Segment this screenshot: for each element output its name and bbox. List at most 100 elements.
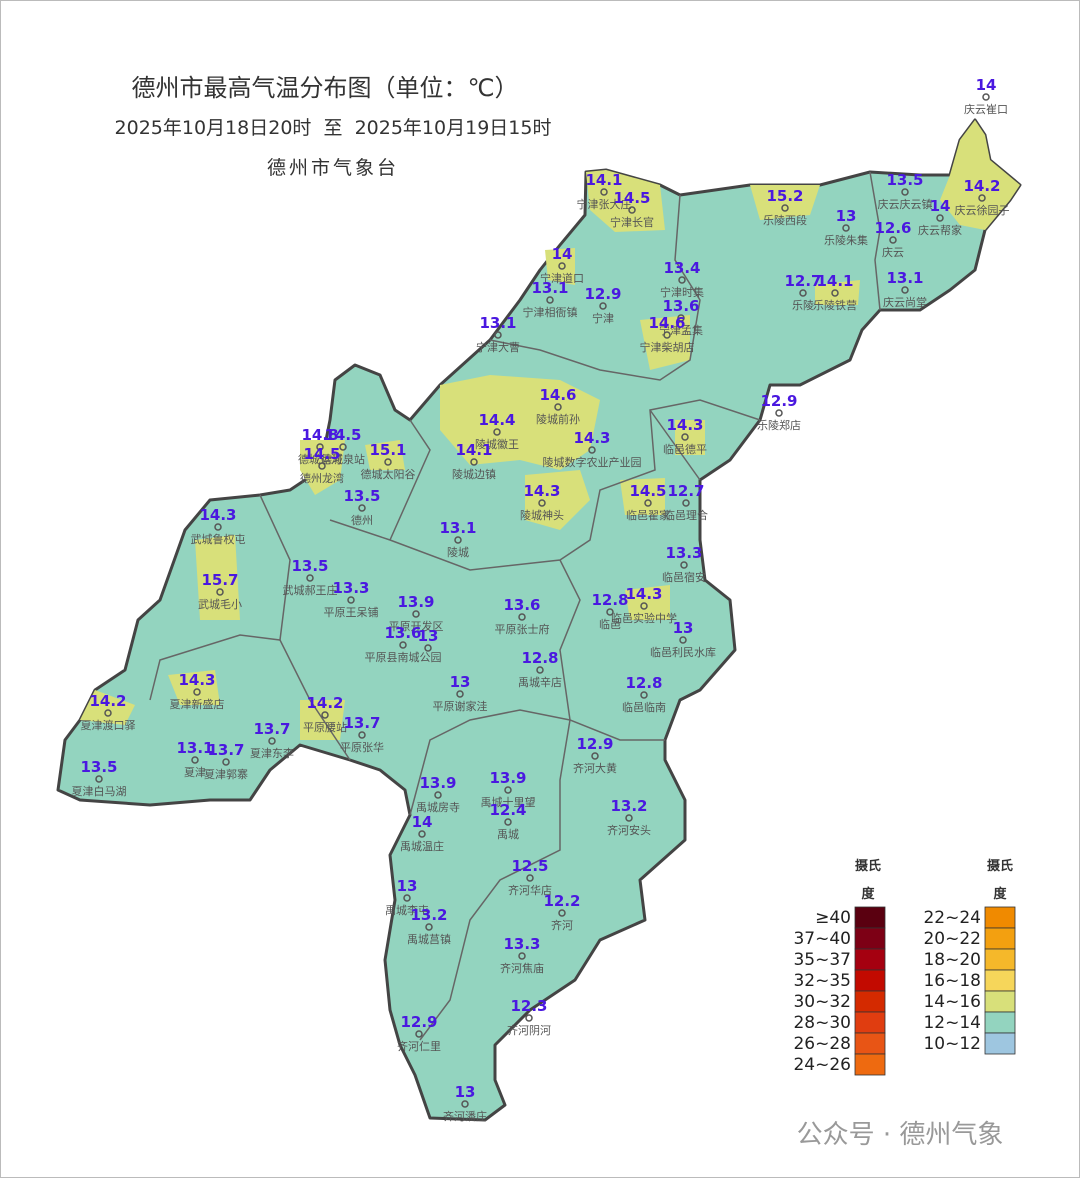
station-dot [677,314,685,322]
legend-swatch [854,990,886,1013]
station-dot [104,709,112,717]
station-value: 13.5 [343,487,380,505]
station-dot [982,93,990,101]
legend-label: 12~14 [923,1013,981,1033]
border [329,399,761,571]
station-name: 宁津时集 [660,285,704,299]
station-value: 14 [976,76,997,94]
legend-swatch [984,927,1016,950]
station-value: 13.1 [176,739,213,757]
legend-swatch [984,969,1016,992]
map-title: 德州市最高气温分布图（单位：℃） [132,74,519,102]
station-name: 禹城李屯 [385,903,429,917]
station-dot [625,814,633,822]
station-value: 13.6 [503,596,540,614]
station-dot [644,499,652,507]
station-dot [679,636,687,644]
station-name: 齐河华店 [508,883,552,897]
station-dot [518,952,526,960]
station-value: 12.9 [400,1013,437,1031]
station-name: 乐陵西段 [763,213,807,227]
patch [168,670,220,705]
station-name: 平原谢家洼 [433,699,488,713]
legend-label: 26~28 [793,1034,851,1054]
legend-label: 18~20 [923,950,981,970]
station-value: 13.7 [207,741,244,759]
station-dot [554,403,562,411]
station-dot [606,608,614,616]
patch [586,170,665,232]
station-value: 13 [455,1083,476,1101]
station-name: 宁津 [592,311,614,325]
station-name: 夏津郭寨 [204,767,248,781]
station-value: 13.1 [479,314,516,332]
station-name: 临邑理合 [664,508,708,522]
legend-label: 28~30 [793,1013,851,1033]
station-value: 14.5 [629,482,666,500]
legend-label: 35~37 [793,950,851,970]
station-value: 13.2 [410,906,447,924]
station-name: 夏津 [184,766,206,779]
legend-label: 10~12 [923,1034,981,1054]
station-name: 齐河仁里 [397,1039,441,1053]
station-name: 临邑 [599,617,621,631]
station-name: 庆云庆云镇 [878,197,933,211]
station-name: 陵城数字农业产业园 [543,455,642,469]
station-value: 13.2 [610,797,647,815]
station-value: 13.7 [253,720,290,738]
station-value: 15.2 [766,187,803,205]
station-value: 14.3 [666,416,703,434]
station-value: 12.4 [489,801,526,819]
station-dot [978,194,986,202]
station-value: 13 [836,207,857,225]
station-value: 13.1 [439,519,476,537]
legend-swatch [984,1032,1016,1055]
station-name: 德城太阳谷 [361,467,416,481]
station-dot [682,499,690,507]
legend-label: 24~26 [793,1055,851,1075]
station-value: 13.4 [663,259,700,277]
station-dot [936,214,944,222]
station-dot [222,758,230,766]
border [419,719,571,1041]
patch [940,120,1020,230]
station-dot [600,188,608,196]
station-name: 禹城辛店 [518,675,562,689]
station-value: 13.9 [397,593,434,611]
station-name: 平原腰站 [303,720,347,734]
station-value: 14.2 [306,694,343,712]
patch [750,185,820,220]
station-dot [425,923,433,931]
station-value: 13 [673,619,694,637]
station-name: 平原开发区 [389,619,444,633]
station-value: 13.7 [343,714,380,732]
station-value: 14.8 [301,426,338,444]
station-dot [456,690,464,698]
station-dot [599,302,607,310]
border [389,419,431,541]
station-dot [191,756,199,764]
station-name: 乐陵铁营 [813,298,857,312]
border [149,494,291,701]
border [279,639,351,761]
station-name: 齐河安头 [607,823,651,837]
station-name: 武城鲁权屯 [191,532,246,546]
station-dot [193,688,201,696]
station-dot [415,1030,423,1038]
station-name: 庆云帮家 [918,223,962,237]
station-name: 禹城十里望 [481,795,536,809]
county-borders [149,171,881,1041]
station-dot [504,818,512,826]
legend-swatch [984,948,1016,971]
station-dot [525,1014,533,1022]
station-dot [358,731,366,739]
station-name: 禹城 [497,828,519,841]
station-value: 14.3 [573,429,610,447]
patch [525,470,590,530]
station-name: 临邑利民水库 [650,645,716,659]
station-value: 14.6 [539,386,576,404]
station-name: 庆云尚堂 [883,295,927,309]
station-value: 14.3 [199,506,236,524]
station-name: 禹城莒镇 [407,932,451,946]
station-value: 12.9 [760,392,797,410]
